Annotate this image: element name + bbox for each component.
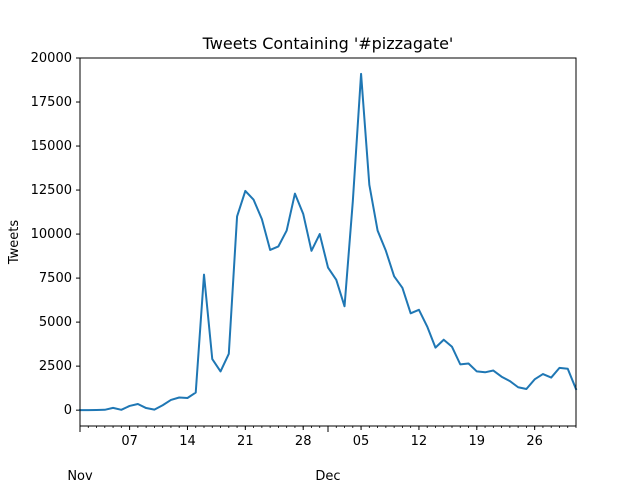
x-month-label: Nov bbox=[67, 469, 93, 480]
x-tick-label: 05 bbox=[353, 434, 370, 449]
x-tick-label: 19 bbox=[469, 434, 486, 449]
x-tick-label: 14 bbox=[179, 434, 196, 449]
x-tick-label: 07 bbox=[121, 434, 138, 449]
y-tick-label: 15000 bbox=[31, 139, 72, 154]
series-layer bbox=[79, 72, 578, 412]
x-tick-label: 12 bbox=[411, 434, 428, 449]
y-tick-label: 0 bbox=[64, 403, 72, 418]
series-line bbox=[79, 72, 578, 412]
y-tick-label: 12500 bbox=[31, 183, 72, 198]
y-tick-label: 7500 bbox=[39, 271, 72, 286]
x-tick-label: 21 bbox=[237, 434, 254, 449]
y-axis-label: Tweets bbox=[7, 220, 22, 266]
y-tick-label: 2500 bbox=[39, 359, 72, 374]
x-tick-label: 28 bbox=[295, 434, 312, 449]
x-tick-label: 26 bbox=[526, 434, 543, 449]
plot-frame bbox=[79, 57, 577, 427]
y-tick-label: 17500 bbox=[31, 95, 72, 110]
y-tick-label: 5000 bbox=[39, 315, 72, 330]
y-tick-label: 10000 bbox=[31, 227, 72, 242]
y-tick-label: 20000 bbox=[31, 51, 72, 66]
y-axis-ticks: 0 2500 5000 7500 10000 12500 15000 17500 20000 bbox=[31, 51, 80, 418]
x-month-label: Dec bbox=[315, 469, 340, 480]
chart-title: Tweets Containing '#pizzagate' bbox=[202, 34, 454, 53]
